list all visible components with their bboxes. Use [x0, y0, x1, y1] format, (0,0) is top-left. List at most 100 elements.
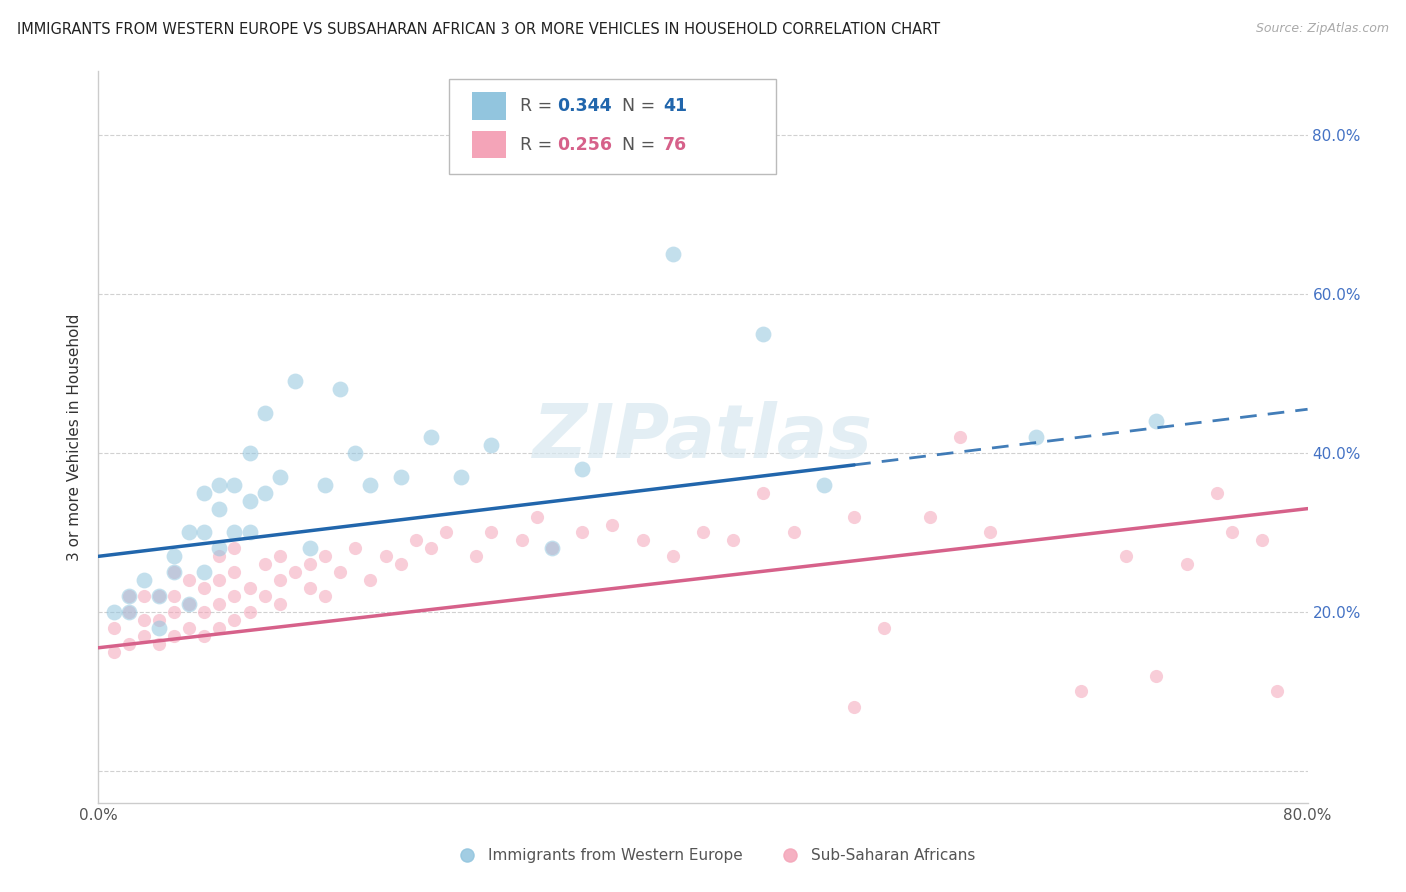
Point	[163, 566, 186, 580]
Point	[450, 470, 472, 484]
Point	[103, 621, 125, 635]
Point	[1267, 684, 1289, 698]
Point	[661, 247, 683, 261]
Point	[1115, 549, 1137, 564]
Point	[224, 613, 246, 627]
FancyBboxPatch shape	[449, 78, 776, 174]
Point	[193, 581, 215, 595]
Text: Source: ZipAtlas.com: Source: ZipAtlas.com	[1256, 22, 1389, 36]
Point	[269, 549, 291, 564]
Point	[465, 549, 488, 564]
Point	[571, 525, 593, 540]
Point	[179, 621, 201, 635]
Point	[783, 525, 806, 540]
Point	[481, 438, 503, 452]
Point	[118, 589, 141, 603]
Point	[752, 326, 775, 341]
Point	[1144, 668, 1167, 682]
Point	[389, 558, 412, 572]
Point	[148, 589, 170, 603]
Point	[571, 462, 593, 476]
Point	[208, 621, 231, 635]
Point	[208, 541, 231, 556]
Point	[344, 541, 367, 556]
Point	[284, 566, 307, 580]
Point	[224, 566, 246, 580]
Point	[692, 525, 714, 540]
Point	[526, 509, 548, 524]
Point	[239, 605, 262, 619]
Text: IMMIGRANTS FROM WESTERN EUROPE VS SUBSAHARAN AFRICAN 3 OR MORE VEHICLES IN HOUSE: IMMIGRANTS FROM WESTERN EUROPE VS SUBSAH…	[17, 22, 941, 37]
FancyBboxPatch shape	[472, 92, 506, 120]
Point	[253, 485, 276, 500]
Point	[208, 597, 231, 611]
Point	[148, 589, 170, 603]
Point	[844, 700, 866, 714]
Point	[103, 645, 125, 659]
Point	[163, 589, 186, 603]
Point	[314, 589, 336, 603]
Point	[193, 525, 215, 540]
Text: Sub-Saharan Africans: Sub-Saharan Africans	[811, 848, 974, 863]
Point	[193, 485, 215, 500]
Point	[374, 549, 396, 564]
Point	[389, 470, 412, 484]
Point	[661, 549, 683, 564]
Point	[299, 541, 322, 556]
Point	[269, 470, 291, 484]
Point	[253, 589, 276, 603]
Point	[103, 605, 125, 619]
Point	[1024, 430, 1046, 444]
Point	[548, 822, 571, 836]
Text: R =: R =	[520, 96, 558, 115]
Point	[269, 573, 291, 587]
Point	[132, 589, 155, 603]
Point	[224, 541, 246, 556]
Point	[360, 477, 382, 491]
Point	[873, 621, 896, 635]
Point	[179, 525, 201, 540]
Point	[434, 525, 457, 540]
Point	[179, 597, 201, 611]
Point	[420, 430, 443, 444]
Y-axis label: 3 or more Vehicles in Household: 3 or more Vehicles in Household	[67, 313, 83, 561]
Point	[208, 501, 231, 516]
Text: 76: 76	[664, 136, 688, 153]
Point	[208, 477, 231, 491]
Point	[163, 605, 186, 619]
Point	[284, 375, 307, 389]
Point	[208, 573, 231, 587]
Point	[752, 485, 775, 500]
Point	[360, 573, 382, 587]
Text: N =: N =	[612, 136, 661, 153]
Point	[163, 629, 186, 643]
Point	[979, 525, 1001, 540]
Point	[723, 533, 745, 548]
Point	[344, 446, 367, 460]
Text: Immigrants from Western Europe: Immigrants from Western Europe	[488, 848, 742, 863]
Point	[224, 525, 246, 540]
Point	[193, 566, 215, 580]
Point	[148, 613, 170, 627]
Point	[540, 541, 562, 556]
Point	[420, 541, 443, 556]
Text: 0.256: 0.256	[557, 136, 612, 153]
Point	[193, 605, 215, 619]
Text: N =: N =	[612, 96, 661, 115]
Point	[314, 549, 336, 564]
Point	[1070, 684, 1092, 698]
Text: R =: R =	[520, 136, 558, 153]
Point	[148, 637, 170, 651]
Point	[163, 549, 186, 564]
Point	[602, 517, 624, 532]
Point	[253, 558, 276, 572]
Point	[299, 558, 322, 572]
Point	[1251, 533, 1274, 548]
Point	[224, 477, 246, 491]
Point	[132, 629, 155, 643]
Text: ZIPatlas: ZIPatlas	[533, 401, 873, 474]
Point	[118, 637, 141, 651]
Point	[844, 509, 866, 524]
Point	[1144, 414, 1167, 428]
Point	[269, 597, 291, 611]
